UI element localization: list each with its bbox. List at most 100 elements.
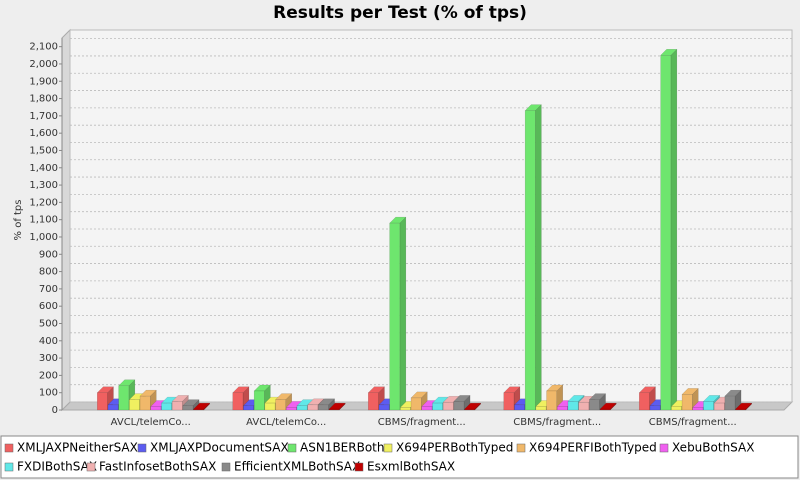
bar-front — [171, 401, 183, 411]
y-tick-label: 100 — [39, 388, 58, 399]
legend-label: EsxmlBothSAX — [367, 460, 455, 474]
y-tick-label: 900 — [39, 249, 58, 260]
y-tick-label: 1,500 — [29, 145, 58, 156]
legend-swatch — [287, 443, 297, 453]
y-tick-label: 200 — [39, 370, 58, 381]
legend-swatch — [221, 462, 231, 472]
bar — [660, 48, 678, 411]
bar-front — [318, 404, 329, 411]
y-tick-label: 1,300 — [29, 180, 58, 191]
side-wall — [61, 28, 71, 412]
legend-label: XMLJAXPNeitherSAX — [17, 441, 138, 455]
bar-front — [524, 110, 536, 411]
bar-side-shade — [535, 104, 542, 410]
bar — [463, 402, 482, 411]
bar-front — [400, 407, 411, 411]
chart-title: Results per Test (% of tps) — [273, 3, 527, 23]
bar-front — [232, 392, 244, 411]
y-tick-label: 1,800 — [29, 94, 58, 105]
y-tick-label: 0 — [52, 405, 58, 416]
bar-front — [150, 406, 162, 411]
y-tick-label: 500 — [39, 318, 58, 329]
legend-label: XebuBothSAX — [672, 441, 754, 455]
back-wall — [69, 29, 793, 403]
bar-front — [118, 385, 130, 411]
bar — [317, 398, 336, 411]
bar-front — [182, 405, 194, 411]
y-tick-label: 1,600 — [29, 128, 58, 139]
bar — [524, 104, 542, 411]
bar-front — [724, 395, 736, 411]
y-tick-label: 300 — [39, 353, 58, 364]
bar-front — [107, 404, 119, 411]
legend-swatch — [4, 462, 14, 472]
bar-front — [129, 399, 140, 411]
bar — [588, 393, 607, 411]
bar-front — [557, 406, 568, 411]
bar-front — [589, 399, 600, 411]
legend-swatch — [659, 443, 669, 453]
bar-front — [599, 408, 611, 411]
bar-side-shade — [745, 403, 752, 410]
legend — [0, 435, 799, 479]
bar — [599, 402, 617, 411]
y-tick-label: 1,700 — [29, 111, 58, 122]
bar-side-shade — [193, 399, 200, 410]
bar-front — [264, 402, 276, 411]
bar-front — [442, 401, 454, 411]
bar — [724, 389, 742, 411]
bar-front — [692, 407, 704, 411]
legend-label: X694PERBothTyped — [396, 441, 513, 455]
y-axis-label: % of tps — [13, 200, 24, 241]
bar-front — [578, 401, 590, 411]
legend-label: FastInfosetBothSAX — [99, 460, 216, 474]
bar — [182, 399, 200, 411]
bar-front — [243, 405, 254, 411]
legend-label: EfficientXMLBothSAX — [234, 460, 360, 474]
bar-front — [649, 405, 661, 411]
bar-front — [410, 397, 422, 411]
bar-front — [453, 401, 465, 411]
legend-label: XMLJAXPDocumentSAX — [150, 441, 289, 455]
legend-swatch — [86, 462, 96, 472]
bar-front — [535, 406, 547, 411]
bar-front — [253, 390, 265, 411]
bar-side-shade — [670, 49, 677, 410]
bar-front — [639, 392, 650, 411]
bar-side-shade — [464, 395, 471, 410]
bar-front — [713, 402, 725, 411]
bar-side-shade — [285, 393, 292, 410]
bar-front — [368, 392, 379, 411]
bar — [389, 216, 407, 411]
y-tick-label: 2,100 — [29, 42, 58, 53]
y-tick-label: 1,400 — [29, 163, 58, 174]
legend-label: FXDIBothSAX — [17, 460, 97, 474]
bar-side-shade — [599, 393, 606, 410]
legend-label: ASN1BERBoth — [300, 441, 384, 455]
bar — [328, 402, 346, 411]
y-tick-label: 2,000 — [29, 59, 58, 70]
x-tick-label: AVCL/telemCo... — [246, 417, 326, 428]
bar-front — [671, 406, 682, 411]
x-tick-label: CBMS/fragment... — [513, 417, 601, 428]
bar-front — [328, 408, 340, 411]
y-tick-label: 600 — [39, 301, 58, 312]
y-tick-label: 1,100 — [29, 215, 58, 226]
legend-swatch — [516, 443, 526, 453]
legend-swatch — [4, 443, 14, 453]
bar-side-shade — [735, 390, 742, 410]
bar — [453, 394, 471, 411]
y-tick-label: 400 — [39, 336, 58, 347]
bar-front — [514, 404, 525, 411]
y-tick-label: 1,900 — [29, 76, 58, 87]
bar — [192, 402, 211, 411]
bar-front — [503, 392, 515, 411]
bar-front — [139, 395, 151, 411]
bar-front — [286, 407, 297, 411]
bar-front — [378, 404, 390, 411]
bar-side-shade — [203, 403, 210, 410]
bar-front — [161, 402, 172, 411]
bar-front — [660, 55, 672, 411]
bar-front — [432, 402, 443, 411]
